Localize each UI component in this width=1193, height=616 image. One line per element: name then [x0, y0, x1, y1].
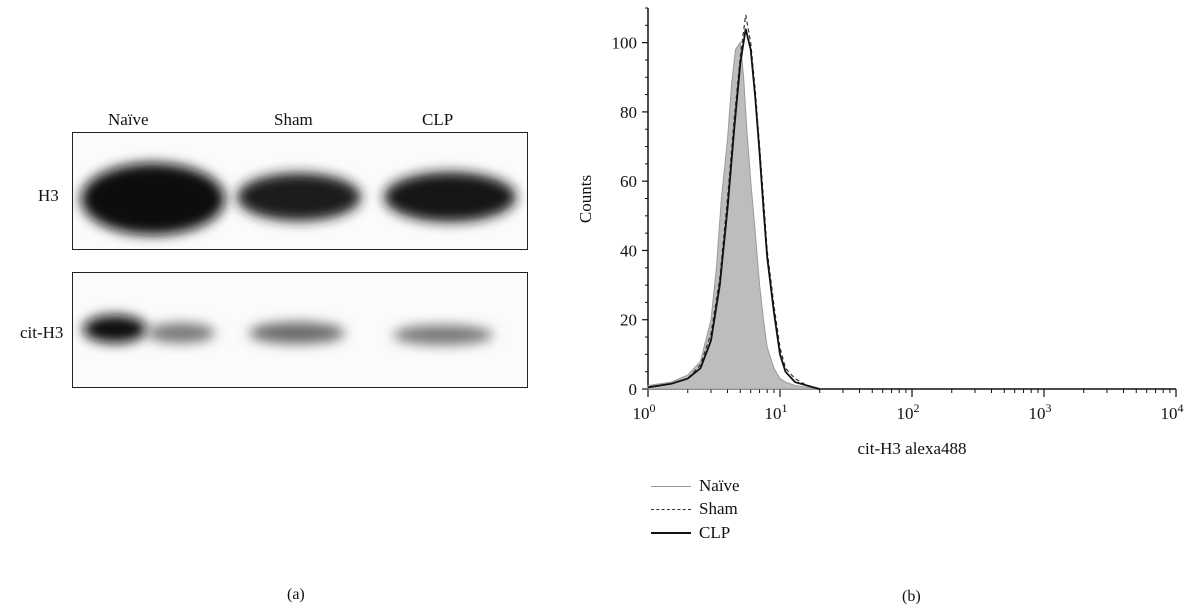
y-tick-label-60: 60: [620, 172, 637, 191]
blot-h3: [72, 132, 528, 250]
series-layer: [647, 14, 820, 390]
x-tick-label-100: 102: [897, 401, 920, 423]
legend-label-sham: Sham: [699, 499, 738, 518]
series-area-na-ve: [647, 41, 820, 390]
legend-item-naive: Naïve: [651, 476, 740, 496]
x-tick-label-10: 101: [765, 401, 788, 423]
blot-cit-h3: [72, 272, 528, 388]
legend-label-naive: Naïve: [699, 476, 740, 495]
series-line-sham: [647, 14, 820, 390]
legend-swatch-naive: [651, 485, 691, 487]
x-axis-label: cit-H3 alexa488: [857, 439, 966, 458]
blot-cit-h3-bands: [83, 315, 493, 345]
x-tick-label-10000: 104: [1161, 401, 1184, 423]
cit-h3-band-naive-weak: [147, 323, 215, 343]
lane-label-sham: Sham: [274, 110, 313, 129]
cit-h3-band-clp: [393, 325, 493, 345]
h3-band-clp: [384, 172, 516, 222]
axes: 0 20 40 60 80 100 100 101 102 103 104: [612, 7, 1184, 423]
y-tick-label-40: 40: [620, 241, 637, 260]
h3-band-naive: [81, 163, 225, 235]
legend-label-clp: CLP: [699, 523, 731, 542]
cit-h3-band-sham: [249, 322, 345, 344]
legend-item-clp: CLP: [651, 523, 730, 543]
y-tick-label-80: 80: [620, 103, 637, 122]
legend-item-sham: Sham: [651, 499, 738, 519]
y-tick-label-100: 100: [612, 34, 638, 53]
legend-swatch-clp: [651, 532, 691, 534]
lane-label-clp: CLP: [422, 110, 454, 129]
y-axis-label: Counts: [576, 175, 595, 223]
row-label-cit-h3: cit-H3: [20, 323, 64, 342]
lane-label-naive: Naïve: [108, 110, 149, 129]
h3-band-sham: [237, 173, 361, 221]
row-label-h3: H3: [38, 186, 59, 205]
x-tick-label-1: 100: [633, 401, 656, 423]
x-tick-label-1000: 103: [1029, 401, 1052, 423]
y-tick-label-20: 20: [620, 311, 637, 330]
panel-label-a: (a): [287, 586, 305, 603]
blot-h3-bands: [81, 163, 516, 235]
cit-h3-band-naive-strong: [83, 315, 147, 343]
panel-label-b: (b): [902, 588, 921, 605]
series-line-clp: [647, 28, 820, 390]
y-tick-label-0: 0: [629, 380, 638, 399]
legend-swatch-sham: [651, 508, 691, 510]
